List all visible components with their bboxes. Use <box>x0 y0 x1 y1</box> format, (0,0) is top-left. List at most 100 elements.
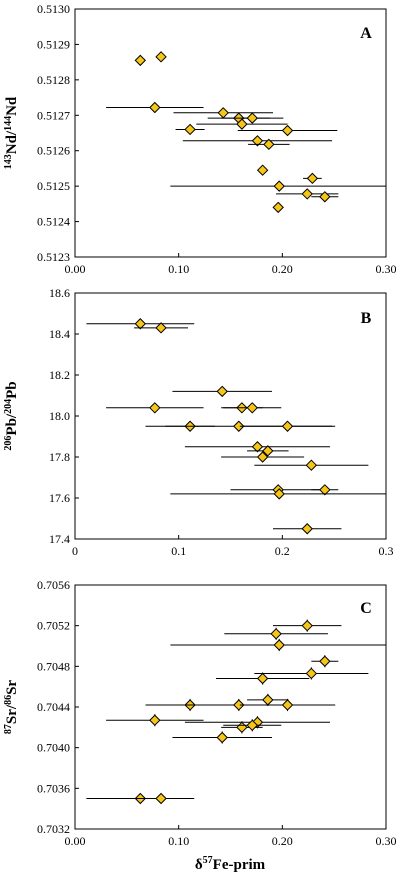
diamond-marker <box>155 792 167 805</box>
data-point <box>254 667 369 680</box>
data-point <box>254 459 369 471</box>
data-point <box>134 54 147 67</box>
panel-b-y-ticks: 17.4 17.6 17.8 18.0 18.2 18.4 18.6 <box>49 286 70 546</box>
diamond-marker <box>281 124 294 137</box>
diamond-marker <box>149 101 161 114</box>
panel-c-ylabel-base1: Sr/ <box>4 704 20 724</box>
panel-b-y-tick-label: 17.4 <box>49 532 70 546</box>
data-point <box>311 191 339 203</box>
panel-c-x-axis-title: δ57Fe-prim <box>195 855 266 873</box>
diamond-marker <box>233 699 245 711</box>
panel-b-y-tick-label: 17.8 <box>49 450 70 464</box>
panel-c-x-tick-label: 0.30 <box>376 834 397 848</box>
diamond-marker <box>217 107 229 119</box>
diamond-marker <box>273 639 285 651</box>
panel-c-x-ticks: 0.00 0.10 0.20 0.30 <box>65 834 397 848</box>
diamond-marker <box>301 523 313 535</box>
diamond-marker <box>263 138 275 151</box>
diamond-marker <box>246 112 258 124</box>
data-point <box>311 484 339 496</box>
diamond-marker <box>149 402 161 414</box>
panel-b-points <box>74 292 387 540</box>
panel-c-y-tick-label: 0.7048 <box>37 659 70 673</box>
panel-c-y-tick-label: 0.7056 <box>37 578 70 592</box>
data-point <box>182 135 333 147</box>
panel-a-y-tick-label: 0.5123 <box>37 250 70 264</box>
panel-a-y-axis-title: 143Nd/144Nd <box>3 96 20 169</box>
panel-b-ylabel-base2: Pb <box>4 381 20 399</box>
panel-c-letter: C <box>360 600 372 617</box>
panel-c-y-tick-label: 0.7032 <box>37 822 70 836</box>
diamond-marker <box>262 445 274 457</box>
diamond-marker <box>256 672 269 685</box>
panel-a-ylabel-sup2: 144 <box>3 116 14 131</box>
panel-a-y-tick-label: 0.5126 <box>37 144 70 158</box>
panel-b-ylabel-base1: Pb/ <box>4 413 20 436</box>
data-point <box>184 441 331 453</box>
diamond-marker <box>246 402 258 414</box>
data-point <box>224 627 328 640</box>
diamond-marker <box>246 719 258 732</box>
data-point <box>134 792 188 805</box>
diamond-marker <box>236 118 248 130</box>
panel-b-y-tick-label: 17.6 <box>49 491 70 505</box>
panel-a-letter: A <box>360 25 372 42</box>
panel-c-y-ticks: 0.7032 0.7036 0.7040 0.7044 0.7048 0.705… <box>37 578 70 836</box>
panel-b-y-tick-label: 18.0 <box>49 409 70 423</box>
diamond-marker <box>149 714 161 726</box>
panel-c-xlabel-base1: δ <box>195 857 203 873</box>
diamond-marker <box>155 51 167 63</box>
data-point <box>184 716 331 729</box>
panel-c-y-tick-label: 0.7044 <box>37 700 70 714</box>
panel-a-frame <box>74 8 387 258</box>
panel-c-x-tick-label: 0.00 <box>65 834 86 848</box>
data-point <box>223 402 282 414</box>
panel-c-x-tick-label: 0.20 <box>272 834 293 848</box>
panel-a-y-tick-label: 0.5129 <box>37 37 70 51</box>
panel-b-x-ticks: 0 0.1 0.2 0.3 <box>72 544 394 558</box>
data-point <box>248 138 290 151</box>
diamond-marker <box>305 459 318 471</box>
data-point <box>276 188 339 200</box>
data-point <box>303 172 322 185</box>
data-point <box>221 451 305 463</box>
data-point <box>172 731 272 744</box>
panel-c-y-tick-label: 0.7036 <box>37 781 70 795</box>
panel-a-x-tick-label: 0.00 <box>65 262 86 276</box>
panel-b-x-tick-label: 0.3 <box>379 544 394 558</box>
data-point <box>106 101 204 114</box>
panel-c-frame <box>74 584 387 830</box>
diamond-marker <box>273 180 285 192</box>
data-point <box>247 445 289 457</box>
panel-a: 0.5123 0.5124 0.5125 0.5126 0.5127 0.512… <box>3 2 397 276</box>
diamond-marker <box>319 191 331 203</box>
panel-c-y-tick-label: 0.7052 <box>37 619 70 633</box>
panel-c-xlabel-base2: Fe-prim <box>213 857 266 873</box>
data-point <box>175 123 205 136</box>
panel-b-y-axis-title: 206Pb/204Pb <box>3 381 20 450</box>
diamond-marker <box>281 699 294 711</box>
diamond-marker <box>216 385 228 398</box>
panel-a-x-tick-label: 0.20 <box>272 262 293 276</box>
diamond-marker <box>319 655 331 667</box>
data-point <box>172 385 272 398</box>
diamond-marker <box>256 451 269 463</box>
diamond-marker <box>233 420 245 432</box>
panel-a-y-tick-label: 0.5130 <box>37 2 70 16</box>
diamond-marker <box>301 188 313 200</box>
data-point <box>196 118 288 130</box>
diamond-marker <box>272 201 284 214</box>
panel-a-ylabel-base2: Nd <box>4 96 20 116</box>
panel-c-ylabel-sup2: 86 <box>3 695 14 705</box>
data-point <box>106 402 204 414</box>
panel-b-y-tick-label: 18.2 <box>49 368 70 382</box>
panel-b-letter: B <box>361 310 372 327</box>
data-point <box>170 638 386 652</box>
data-point <box>134 322 188 334</box>
data-point <box>272 201 284 214</box>
data-point <box>273 619 342 632</box>
panel-c-points <box>74 584 387 830</box>
panel-b-y-tick-label: 18.6 <box>49 286 70 300</box>
panel-b-ylabel-sup2: 204 <box>3 399 14 414</box>
